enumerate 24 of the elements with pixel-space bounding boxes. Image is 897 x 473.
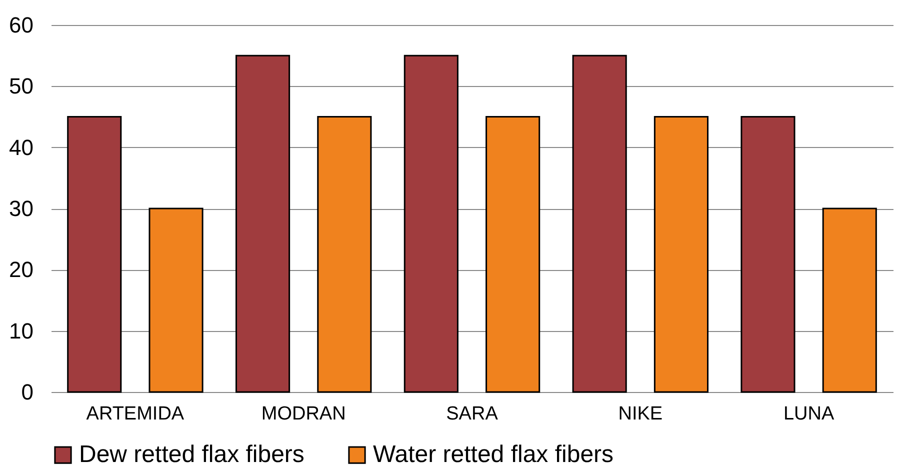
bar: [572, 54, 627, 393]
y-tick-label: 0: [21, 380, 34, 404]
x-tick-label: ARTEMIDA: [86, 404, 184, 424]
legend-label: Dew retted flax fibers: [79, 441, 304, 468]
x-tick-label: SARA: [446, 404, 498, 424]
bar: [486, 116, 540, 393]
y-tick-label: 30: [9, 196, 34, 221]
y-tick-label: 50: [9, 74, 34, 99]
legend-label: Water retted flax fibers: [373, 441, 614, 468]
bar: [404, 54, 458, 393]
y-tick-label: 60: [9, 12, 34, 38]
bar: [654, 116, 709, 393]
x-tick-label: NIKE: [618, 404, 663, 424]
y-tick-label: 10: [9, 318, 34, 344]
bar: [740, 116, 796, 393]
bar: [317, 116, 372, 393]
y-tick-label: 40: [9, 134, 34, 160]
bar: [235, 54, 290, 393]
x-tick-label: MODRAN: [261, 404, 346, 424]
bar: [822, 208, 877, 393]
y-tick-label: 20: [9, 257, 34, 282]
bar: [67, 116, 122, 393]
bar: [148, 208, 204, 393]
x-tick-label: LUNA: [783, 404, 834, 424]
